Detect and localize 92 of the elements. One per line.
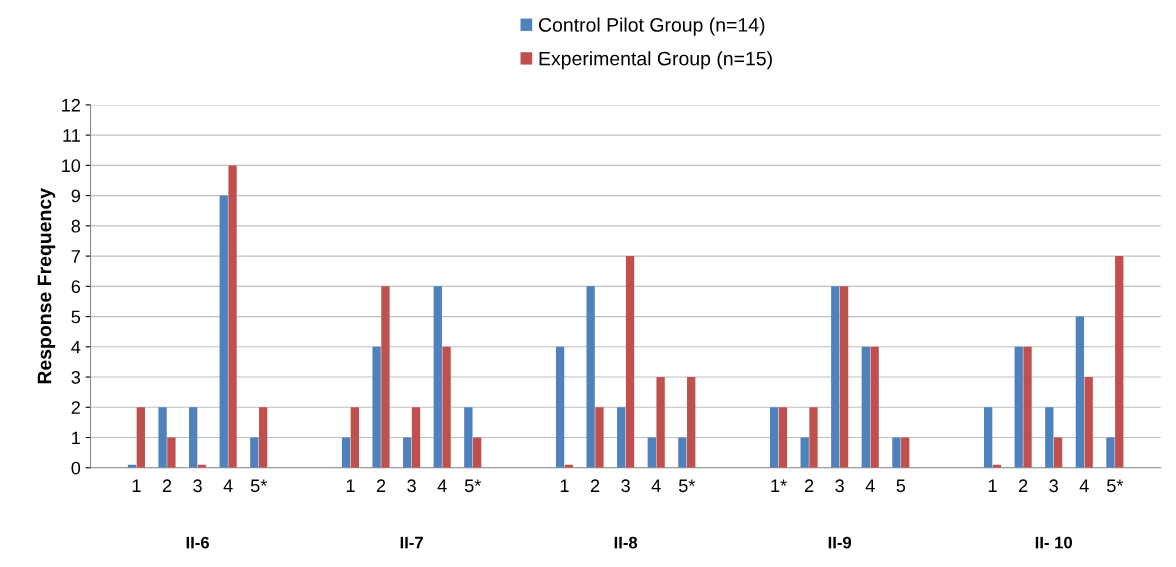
bar [861,346,870,468]
bar [433,286,442,468]
x-tick-label: 4 [651,479,661,492]
bar [158,407,167,468]
bar [350,407,360,468]
bar [901,437,910,468]
bar [1045,407,1054,468]
bar [983,407,993,468]
bar [839,286,849,468]
bar [442,346,451,468]
bar [831,286,840,468]
y-tick-label: 11 [63,129,80,142]
y-tick-label: 2 [71,401,80,414]
x-tick-label: 4 [1079,479,1089,492]
bar [473,437,482,468]
x-tick-label: 2 [590,479,600,492]
bar [778,407,788,468]
bar [555,346,565,468]
y-tick-label: 12 [62,98,80,112]
y-tick-label: 4 [71,340,81,354]
y-tick-label: 9 [71,189,80,203]
y-tick-label: 8 [71,219,81,233]
x-tick-label: 3 [835,479,844,493]
x-tick-label: 3 [621,479,630,493]
legend-label: Experimental Group (n=15) [539,51,772,70]
bar [687,377,696,468]
bar [1075,316,1085,468]
x-tick-label: 5* [464,479,482,493]
x-tick-label: 2 [1019,479,1028,492]
y-tick-label: 1 [72,431,80,445]
bar [1023,346,1032,468]
y-tick-label: 6 [71,280,81,294]
y-tick-label: 0 [71,461,81,475]
bar [250,437,259,468]
x-tick-label: 5* [250,479,267,493]
bar [647,437,656,468]
x-tick-label: 2 [162,479,172,492]
bar [769,407,779,468]
text: II-7 [400,536,423,549]
bar [800,437,809,468]
x-tick-label: 1 [346,479,355,492]
x-tick-label: 4 [223,479,233,492]
bar [136,407,145,468]
bar [892,437,901,468]
bar [1053,437,1063,468]
x-tick-label: 3 [407,479,416,493]
bar [403,437,412,468]
legend-label: Control Pilot Group (n=14) [539,17,765,36]
bar [464,407,473,468]
y-tick-label: 7 [71,250,80,263]
x-tick-label: 1 [132,479,141,492]
bar [617,407,626,468]
y-tick-label: 3 [71,370,81,384]
x-tick-label: 5* [678,479,696,493]
x-tick-label: 4 [437,479,447,492]
bar [228,165,237,468]
x-tick-label: 2 [804,479,814,492]
bar [381,286,390,468]
bar [656,377,665,468]
bar [411,407,421,468]
bar [1084,377,1093,468]
bar [219,195,228,468]
bar [258,407,268,468]
x-tick-label: 5* [1107,479,1124,493]
x-tick-label: 3 [193,479,202,493]
bar [678,437,687,468]
text: II-8 [614,536,638,549]
y-tick-label: 5 [71,310,81,324]
x-tick-label: 3 [1049,479,1058,493]
x-tick-label: 4 [865,479,875,492]
bar [870,346,879,468]
bar [189,407,198,468]
y-tick-label: 10 [62,159,81,173]
bar [372,346,381,468]
x-tick-label: 1 [988,479,997,492]
x-tick-label: 2 [376,479,386,492]
text: II- 10 [1035,536,1072,549]
x-tick-label: 1* [771,479,787,492]
bar [586,286,595,468]
y-axis-title: Response Frequency [37,188,56,384]
bar [1014,346,1023,468]
bar [341,437,351,468]
bar [625,256,635,468]
bar [1106,437,1115,468]
x-tick-label: 5 [896,479,906,493]
bar [809,407,818,468]
bar [1115,256,1124,468]
text: II-6 [186,536,210,549]
bar [167,437,176,468]
text: II-9 [828,536,852,549]
x-tick-label: 1 [560,479,569,492]
bar [595,407,604,468]
